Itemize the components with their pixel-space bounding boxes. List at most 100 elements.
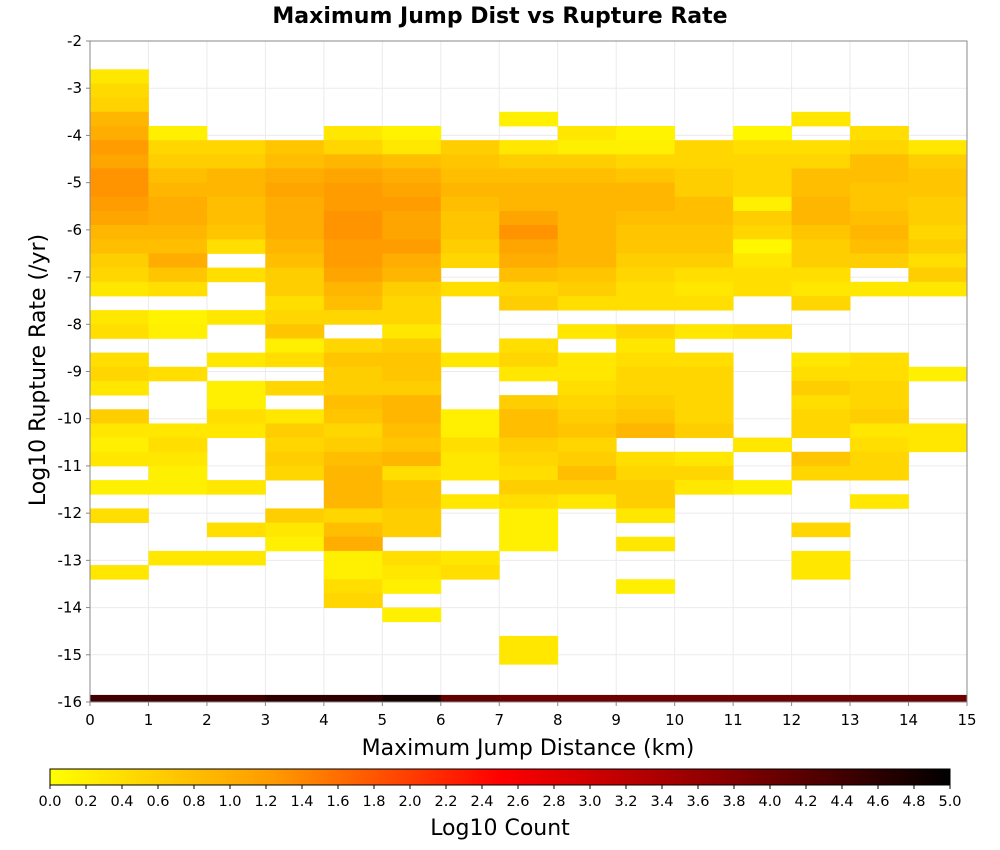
bottom-row-cells xyxy=(90,694,968,702)
heatmap-cell xyxy=(206,182,266,198)
heatmap-cell xyxy=(323,437,383,453)
heatmap-cell xyxy=(440,210,500,226)
heatmap-cell xyxy=(382,125,442,141)
heatmap-cell xyxy=(440,154,500,169)
heatmap-cell xyxy=(557,437,617,453)
heatmap-cell xyxy=(440,225,500,240)
colorbar-tick-label: 2.2 xyxy=(434,794,457,810)
bottom-row-cell xyxy=(323,694,383,702)
heatmap-cell xyxy=(850,140,909,155)
heatmap-cell xyxy=(908,281,968,297)
colorbar-tick-label: 4.6 xyxy=(866,794,889,810)
heatmap-cell xyxy=(323,281,383,297)
heatmap-cell xyxy=(616,239,676,254)
heatmap-cell xyxy=(733,225,792,240)
colorbar-tick-label: 1.0 xyxy=(218,794,241,810)
heatmap-cell xyxy=(850,210,909,226)
heatmap-cell xyxy=(323,154,383,169)
colorbar-tick-label: 3.0 xyxy=(578,794,601,810)
heatmap-cell xyxy=(908,154,968,169)
heatmap-cell xyxy=(557,409,617,424)
y-tick-label: -6 xyxy=(67,221,82,239)
heatmap-cell xyxy=(557,210,617,226)
heatmap-cell xyxy=(616,253,676,269)
heatmap-cell xyxy=(674,267,734,283)
heatmap-cell xyxy=(616,395,676,410)
heatmap-cell xyxy=(499,182,559,198)
heatmap-cell xyxy=(90,253,149,269)
heatmap-cell xyxy=(440,451,500,467)
heatmap-cell xyxy=(733,281,792,297)
colorbar-tick-label: 1.4 xyxy=(290,794,313,810)
y-axis-ticks: -2 -3 -4 -5 -6 -7 -8 -9 -10 -11 -12 -13 -14 -15 -16 xyxy=(58,32,90,711)
heatmap-cell xyxy=(265,196,325,212)
heatmap-cell xyxy=(557,154,617,169)
heatmap-cell xyxy=(206,380,266,396)
bottom-row-cell xyxy=(733,694,792,702)
heatmap-cell xyxy=(382,480,442,495)
y-tick-label: -9 xyxy=(67,363,82,381)
heatmap-cell xyxy=(674,380,734,396)
heatmap-cell xyxy=(440,437,500,453)
x-tick-label: 15 xyxy=(957,711,976,729)
heatmap-cell xyxy=(90,125,149,141)
x-tick-label: 5 xyxy=(378,711,388,729)
heatmap-cell xyxy=(90,111,149,127)
heatmap-cell xyxy=(90,225,149,240)
heatmap-cell xyxy=(265,338,325,354)
heatmap-cell xyxy=(850,253,909,269)
heatmap-cell xyxy=(265,522,325,538)
heatmap-cell xyxy=(148,324,208,339)
heatmap-cell xyxy=(206,239,266,254)
colorbar-tick-label: 3.8 xyxy=(722,794,745,810)
heatmap-cell xyxy=(148,154,208,169)
heatmap-cell xyxy=(148,465,208,481)
heatmap-cell xyxy=(323,593,383,608)
heatmap-cell xyxy=(557,494,617,509)
heatmap-cell xyxy=(323,409,383,424)
heatmap-cell xyxy=(90,196,149,212)
heatmap-cell xyxy=(733,210,792,226)
heatmap-cell xyxy=(674,154,734,169)
heatmap-cell xyxy=(791,380,851,396)
heatmap-cell xyxy=(206,140,266,155)
heatmap-cell xyxy=(440,465,500,481)
heatmap-cell xyxy=(382,168,442,184)
heatmap-cell xyxy=(499,352,559,368)
x-tick-label: 13 xyxy=(841,711,860,729)
y-tick-label: -7 xyxy=(67,268,82,286)
heatmap-cell xyxy=(616,380,676,396)
heatmap-cell xyxy=(733,480,792,495)
heatmap-cell xyxy=(791,210,851,226)
x-tick-label: 8 xyxy=(553,711,563,729)
heatmap-cell xyxy=(908,140,968,155)
heatmap-cell xyxy=(557,196,617,212)
heatmap-cell xyxy=(674,324,734,339)
heatmap-cell xyxy=(616,352,676,368)
colorbar-tick-label: 1.6 xyxy=(326,794,349,810)
heatmap-cell xyxy=(908,196,968,212)
heatmap-cell xyxy=(557,125,617,141)
bottom-row-cell xyxy=(557,694,617,702)
heatmap-cell xyxy=(90,409,149,424)
colorbar-tick-label: 0.2 xyxy=(74,794,97,810)
heatmap-cell xyxy=(206,423,266,438)
heatmap-cell xyxy=(382,494,442,509)
heatmap-cell xyxy=(499,522,559,538)
heatmap-cell xyxy=(206,310,266,325)
heatmap-cell xyxy=(206,395,266,410)
heatmap-cell xyxy=(90,83,149,99)
heatmap-cell xyxy=(382,423,442,438)
heatmap-cell xyxy=(499,168,559,184)
heatmap-cell xyxy=(616,508,676,523)
heatmap-cell xyxy=(148,125,208,141)
heatmap-cell xyxy=(499,480,559,495)
heatmap-cell xyxy=(557,395,617,410)
heatmap-cell xyxy=(791,111,851,127)
heatmap-cell xyxy=(440,182,500,198)
bottom-row-cell xyxy=(616,694,676,702)
x-axis-label: Maximum Jump Distance (km) xyxy=(362,736,695,761)
colorbar-tick-label: 0.4 xyxy=(110,794,133,810)
x-tick-label: 7 xyxy=(494,711,504,729)
heatmap-cell xyxy=(499,225,559,240)
